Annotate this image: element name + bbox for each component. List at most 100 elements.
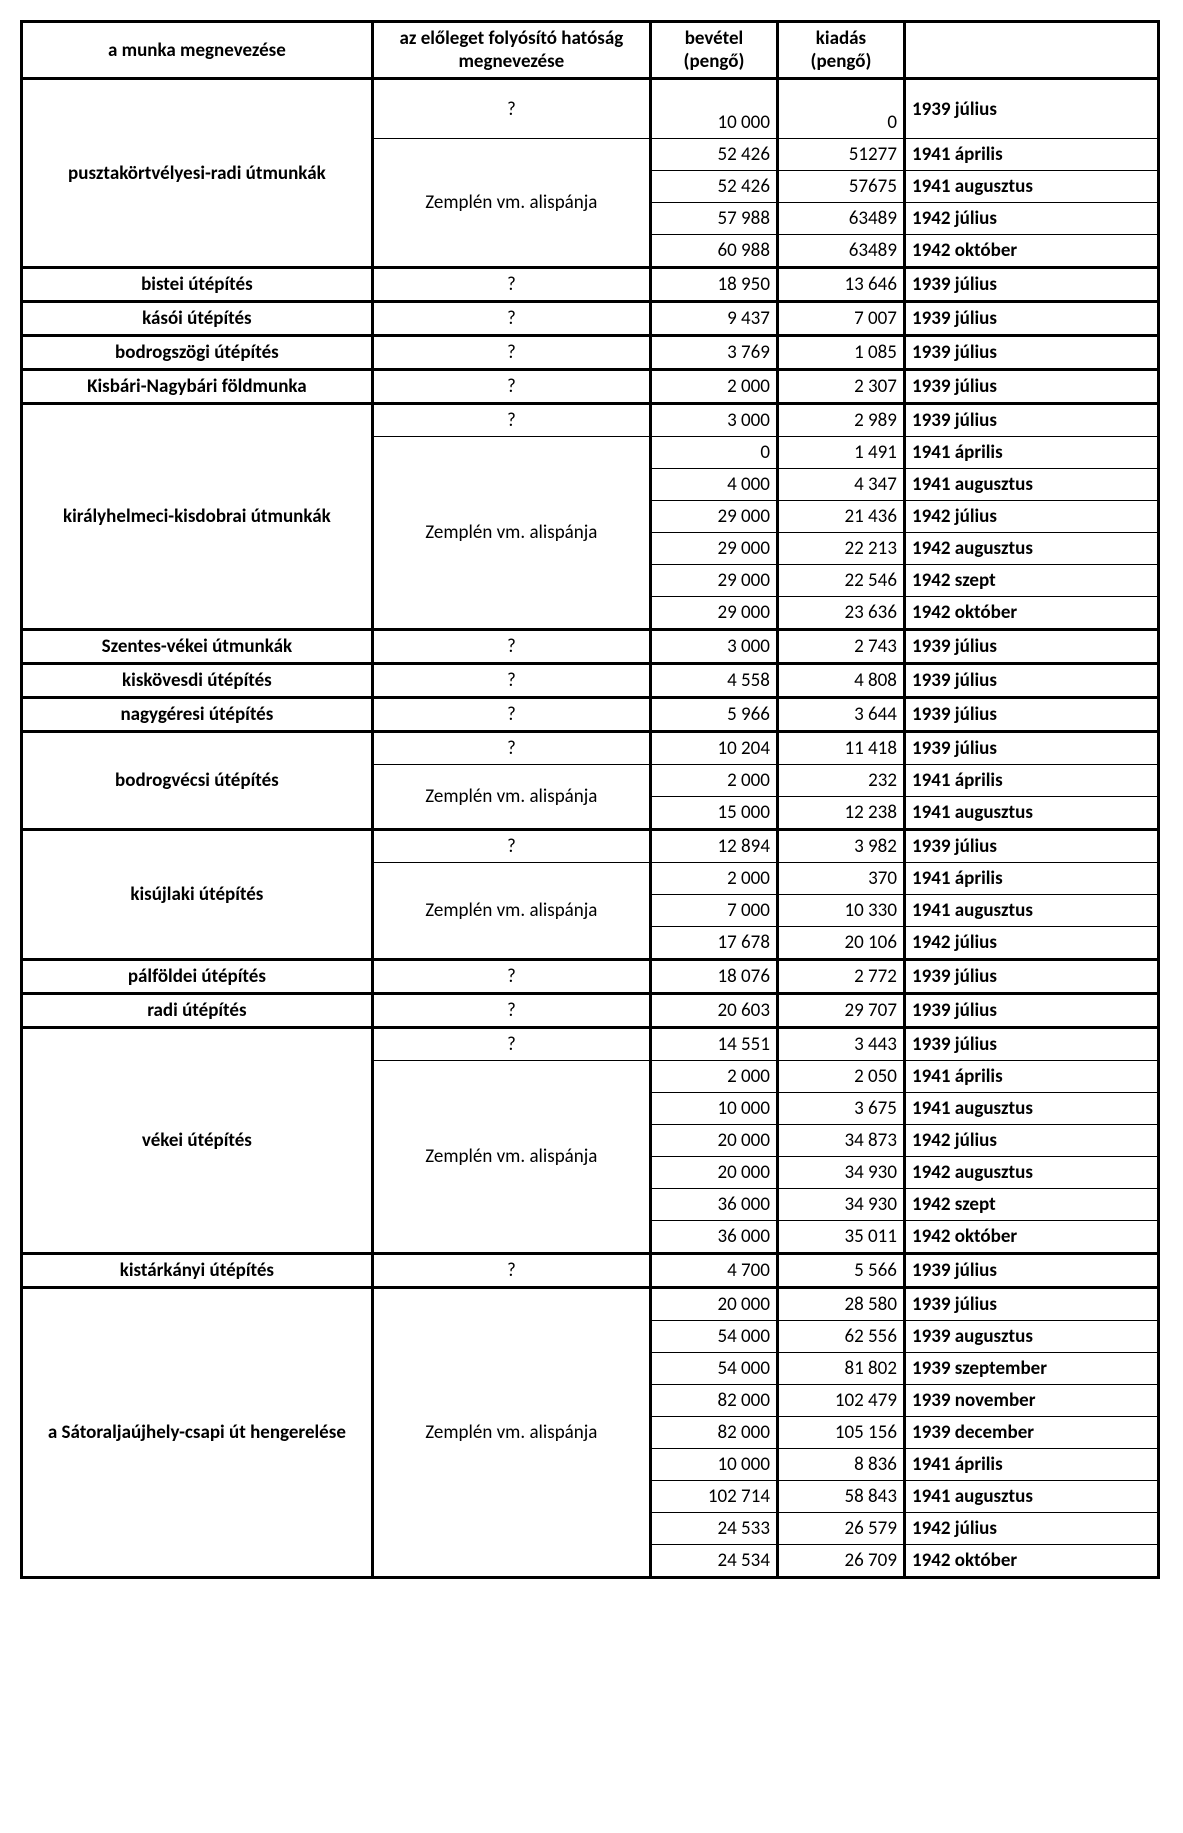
date-cell: 1939 július xyxy=(904,370,1158,404)
income-cell: 20 000 xyxy=(650,1157,777,1189)
date-cell: 1941 augusztus xyxy=(904,895,1158,927)
expense-cell: 62 556 xyxy=(777,1321,904,1353)
income-cell: 18 076 xyxy=(650,960,777,994)
date-cell: 1939 december xyxy=(904,1417,1158,1449)
income-cell: 24 533 xyxy=(650,1513,777,1545)
date-cell: 1939 július xyxy=(904,698,1158,732)
expense-cell: 8 836 xyxy=(777,1449,904,1481)
expense-cell: 2 989 xyxy=(777,404,904,437)
authority-cell: Zemplén vm. alispánja xyxy=(372,863,650,960)
income-cell: 4 000 xyxy=(650,469,777,501)
table-row: pálföldei útépítés?18 0762 7721939 júliu… xyxy=(22,960,1159,994)
income-cell: 3 000 xyxy=(650,404,777,437)
expense-cell: 23 636 xyxy=(777,597,904,630)
work-name: kásói útépítés xyxy=(22,302,373,336)
date-cell: 1941 április xyxy=(904,1449,1158,1481)
income-cell: 29 000 xyxy=(650,565,777,597)
income-cell: 29 000 xyxy=(650,501,777,533)
expense-cell: 10 330 xyxy=(777,895,904,927)
table-row: pusztakörtvélyesi-radi útmunkák?10 00001… xyxy=(22,79,1159,139)
date-cell: 1942 szept xyxy=(904,565,1158,597)
table-row: királyhelmeci-kisdobrai útmunkák?3 0002 … xyxy=(22,404,1159,437)
table-row: Kisbári-Nagybári földmunka?2 0002 307193… xyxy=(22,370,1159,404)
date-cell: 1939 július xyxy=(904,830,1158,863)
expense-cell: 20 106 xyxy=(777,927,904,960)
expense-cell: 370 xyxy=(777,863,904,895)
authority-cell: Zemplén vm. alispánja xyxy=(372,437,650,630)
income-cell: 14 551 xyxy=(650,1028,777,1061)
header-authority: az előleget folyósító hatóság megnevezés… xyxy=(372,22,650,79)
income-cell: 2 000 xyxy=(650,863,777,895)
expense-cell: 26 709 xyxy=(777,1545,904,1578)
authority-cell: ? xyxy=(372,630,650,664)
income-cell: 82 000 xyxy=(650,1417,777,1449)
expense-cell: 63489 xyxy=(777,235,904,268)
expense-cell: 3 443 xyxy=(777,1028,904,1061)
date-cell: 1939 július xyxy=(904,79,1158,139)
table-row: kisújlaki útépítés?12 8943 9821939 júliu… xyxy=(22,830,1159,863)
authority-cell: Zemplén vm. alispánja xyxy=(372,1061,650,1254)
authority-cell: ? xyxy=(372,830,650,863)
income-cell: 82 000 xyxy=(650,1385,777,1417)
work-name: a Sátoraljaújhely-csapi út hengerelése xyxy=(22,1288,373,1578)
expense-cell: 12 238 xyxy=(777,797,904,830)
date-cell: 1942 szept xyxy=(904,1189,1158,1221)
work-name: királyhelmeci-kisdobrai útmunkák xyxy=(22,404,373,630)
expense-cell: 63489 xyxy=(777,203,904,235)
expense-cell: 34 930 xyxy=(777,1157,904,1189)
date-cell: 1939 július xyxy=(904,960,1158,994)
work-name: pusztakörtvélyesi-radi útmunkák xyxy=(22,79,373,268)
date-cell: 1941 április xyxy=(904,437,1158,469)
work-name: Kisbári-Nagybári földmunka xyxy=(22,370,373,404)
table-row: nagygéresi útépítés?5 9663 6441939 júliu… xyxy=(22,698,1159,732)
date-cell: 1941 augusztus xyxy=(904,1093,1158,1125)
income-cell: 24 534 xyxy=(650,1545,777,1578)
income-cell: 10 000 xyxy=(650,1449,777,1481)
income-cell: 2 000 xyxy=(650,765,777,797)
authority-cell: Zemplén vm. alispánja xyxy=(372,765,650,830)
date-cell: 1942 október xyxy=(904,597,1158,630)
expense-cell: 5 566 xyxy=(777,1254,904,1288)
date-cell: 1939 július xyxy=(904,1254,1158,1288)
date-cell: 1942 október xyxy=(904,235,1158,268)
header-income: bevétel(pengő) xyxy=(650,22,777,79)
table-row: bodrogvécsi útépítés?10 20411 4181939 jú… xyxy=(22,732,1159,765)
work-name: kisújlaki útépítés xyxy=(22,830,373,960)
header-income-l2: (pengő) xyxy=(684,50,745,73)
expense-cell: 102 479 xyxy=(777,1385,904,1417)
income-cell: 10 204 xyxy=(650,732,777,765)
income-cell: 18 950 xyxy=(650,268,777,302)
expense-cell: 2 307 xyxy=(777,370,904,404)
authority-cell: ? xyxy=(372,664,650,698)
expense-cell: 81 802 xyxy=(777,1353,904,1385)
date-cell: 1941 április xyxy=(904,863,1158,895)
income-cell: 54 000 xyxy=(650,1353,777,1385)
income-cell: 57 988 xyxy=(650,203,777,235)
date-cell: 1942 július xyxy=(904,203,1158,235)
date-cell: 1942 augusztus xyxy=(904,1157,1158,1189)
authority-cell: ? xyxy=(372,79,650,139)
authority-cell: ? xyxy=(372,268,650,302)
authority-cell: Zemplén vm. alispánja xyxy=(372,1288,650,1578)
work-name: kistárkányi útépítés xyxy=(22,1254,373,1288)
date-cell: 1942 július xyxy=(904,1125,1158,1157)
table-row: kásói útépítés?9 4377 0071939 július xyxy=(22,302,1159,336)
expense-cell: 13 646 xyxy=(777,268,904,302)
date-cell: 1941 augusztus xyxy=(904,171,1158,203)
table-row: kiskövesdi útépítés?4 5584 8081939 júliu… xyxy=(22,664,1159,698)
expense-cell: 105 156 xyxy=(777,1417,904,1449)
expense-cell: 34 873 xyxy=(777,1125,904,1157)
authority-cell: ? xyxy=(372,994,650,1028)
date-cell: 1942 október xyxy=(904,1545,1158,1578)
income-cell: 52 426 xyxy=(650,171,777,203)
authority-cell: ? xyxy=(372,698,650,732)
date-cell: 1939 július xyxy=(904,302,1158,336)
table-row: vékei útépítés?14 5513 4431939 július xyxy=(22,1028,1159,1061)
data-table: a munka megnevezéseaz előleget folyósító… xyxy=(20,20,1160,1579)
income-cell: 2 000 xyxy=(650,370,777,404)
header-expense-l2: (pengő) xyxy=(811,50,872,73)
income-cell: 15 000 xyxy=(650,797,777,830)
income-cell: 20 000 xyxy=(650,1288,777,1321)
expense-cell: 0 xyxy=(777,79,904,139)
table-row: a Sátoraljaújhely-csapi út hengereléseZe… xyxy=(22,1288,1159,1321)
